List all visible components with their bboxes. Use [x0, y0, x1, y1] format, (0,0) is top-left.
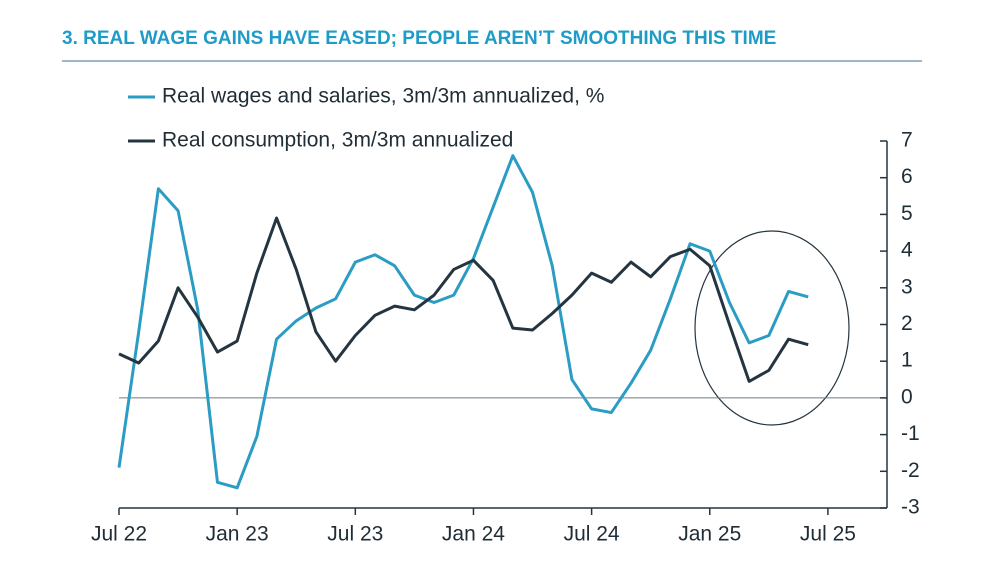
legend-label: Real wages and salaries, 3m/3m annualize… — [162, 85, 604, 108]
x-tick-label: Jan 25 — [678, 523, 741, 546]
x-tick-label: Jan 24 — [442, 523, 505, 546]
y-tick-label: 1 — [901, 349, 913, 372]
series-line — [117, 154, 809, 490]
y-tick-label: 6 — [901, 165, 913, 188]
y-tick-label: -1 — [901, 422, 920, 445]
x-tick-label: Jul 24 — [564, 523, 620, 546]
y-tick-label: 3 — [901, 275, 913, 298]
x-tick-label: Jan 23 — [206, 523, 269, 546]
y-tick-label: 4 — [901, 239, 913, 262]
y-tick-label: -3 — [901, 496, 920, 519]
y-tick-label: 5 — [901, 202, 913, 225]
y-tick-label: 0 — [901, 385, 913, 408]
y-tick-label: 2 — [901, 312, 913, 335]
x-tick-label: Jul 22 — [91, 523, 147, 546]
legend-label: Real consumption, 3m/3m annualized — [162, 129, 513, 152]
series-line — [118, 216, 809, 383]
x-tick-label: Jul 23 — [327, 523, 383, 546]
y-tick-label: -2 — [901, 459, 920, 482]
x-tick-label: Jul 25 — [800, 523, 856, 546]
chart-title: 3. REAL WAGE GAINS HAVE EASED; PEOPLE AR… — [62, 28, 776, 49]
y-tick-label: 7 — [901, 129, 913, 152]
highlight-ellipse — [694, 230, 850, 426]
